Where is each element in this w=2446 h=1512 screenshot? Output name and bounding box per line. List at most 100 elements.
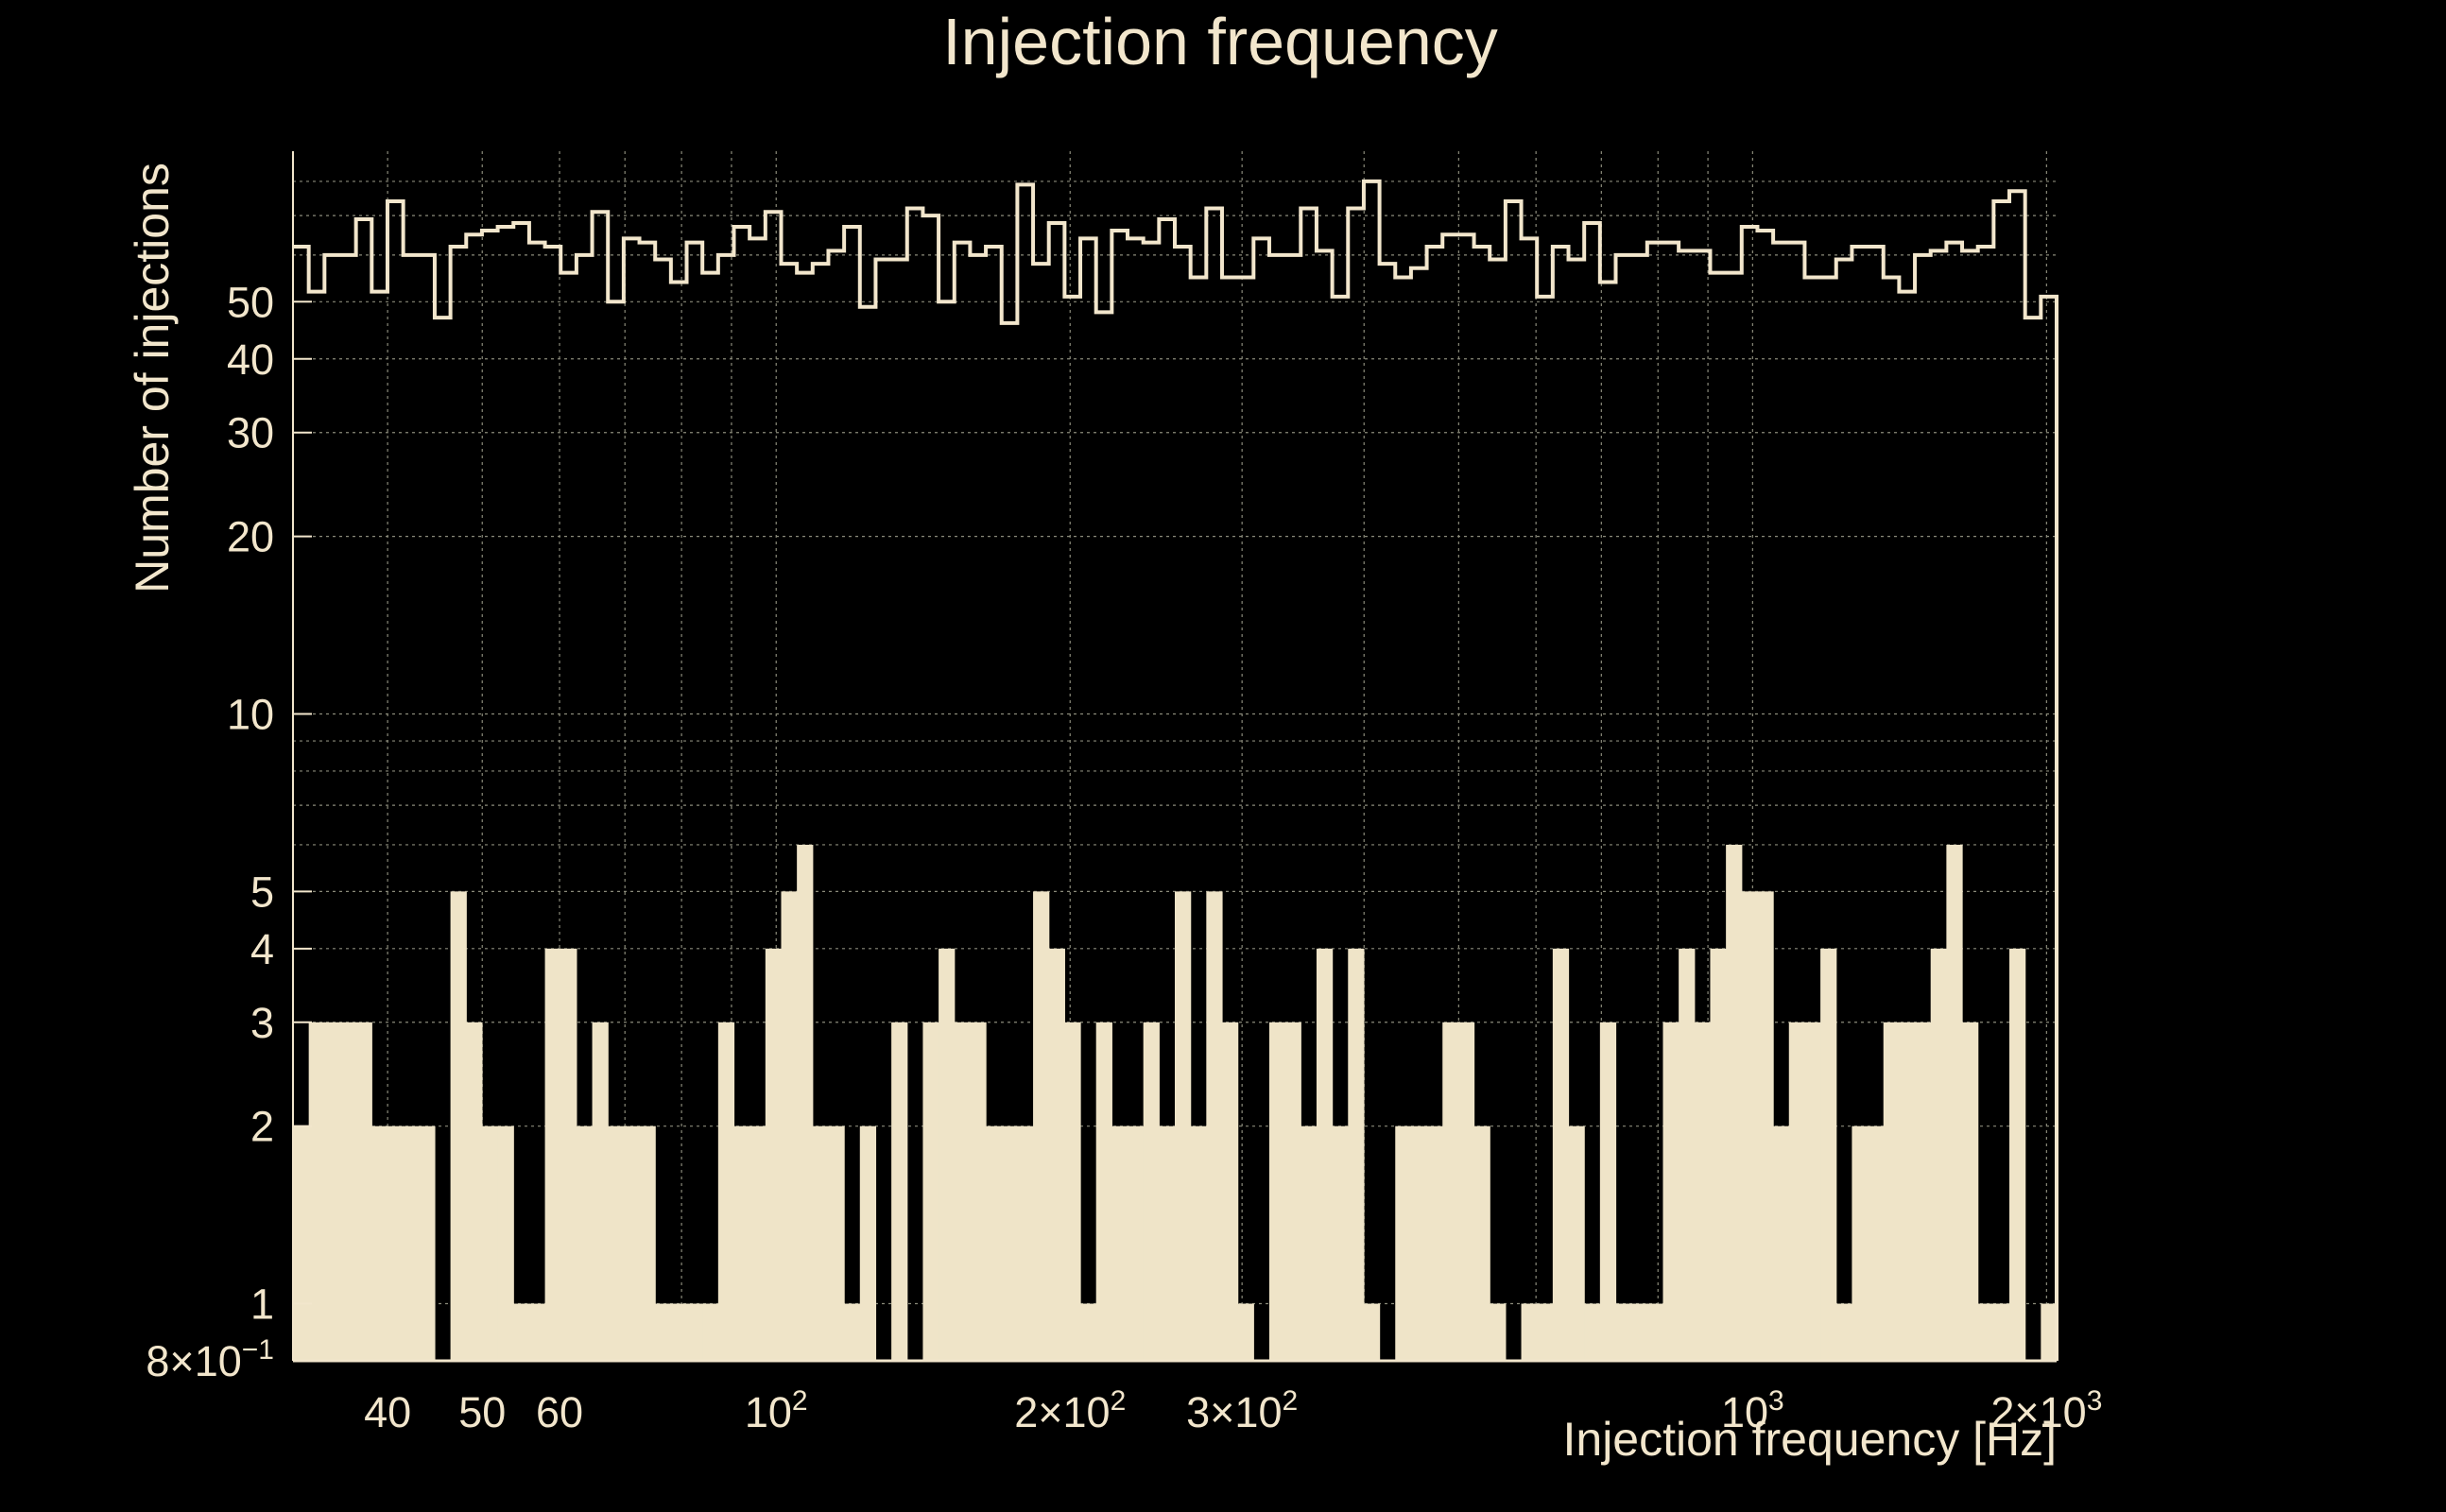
found-bar xyxy=(1473,1125,1490,1361)
y-tick-label: 8×10−1 xyxy=(146,1334,274,1385)
found-bar xyxy=(1442,1022,1459,1361)
found-bar xyxy=(1301,1125,1318,1361)
found-bar xyxy=(1490,1303,1507,1361)
found-bar xyxy=(608,1125,625,1361)
y-tick-label: 1 xyxy=(250,1280,274,1329)
found-bar xyxy=(403,1125,420,1361)
found-bar xyxy=(387,1125,405,1361)
found-bar xyxy=(592,1022,609,1361)
found-bar xyxy=(1268,1022,1286,1361)
found-bar xyxy=(1599,1022,1617,1361)
found-bar xyxy=(2009,948,2026,1361)
found-bar xyxy=(1946,844,1963,1361)
found-bar xyxy=(1128,1125,1145,1361)
found-bar xyxy=(497,1125,514,1361)
found-bar xyxy=(1584,1303,1601,1361)
found-bar xyxy=(544,948,561,1361)
found-bar xyxy=(1788,1022,1806,1361)
found-bar xyxy=(891,1022,908,1361)
found-bar xyxy=(1363,1303,1381,1361)
found-bar xyxy=(970,1022,987,1361)
found-bar xyxy=(308,1022,325,1361)
found-bar xyxy=(528,1303,546,1361)
x-tick-label: 2×102 xyxy=(1014,1385,1126,1436)
x-tick-label: 102 xyxy=(745,1385,808,1436)
x-tick-label: 50 xyxy=(458,1388,506,1436)
found-bar xyxy=(1080,1303,1097,1361)
found-bar xyxy=(371,1125,388,1361)
found-bar xyxy=(1206,891,1223,1361)
found-bar xyxy=(1694,1022,1712,1361)
found-bar xyxy=(781,891,798,1361)
x-tick-label: 103 xyxy=(1721,1385,1784,1436)
found-bar xyxy=(1410,1125,1428,1361)
found-bar xyxy=(1615,1303,1632,1361)
found-bar xyxy=(702,1303,719,1361)
found-bar xyxy=(466,1022,483,1361)
x-tick-label: 40 xyxy=(364,1388,411,1436)
found-bar xyxy=(1568,1125,1585,1361)
found-bar xyxy=(450,891,467,1361)
x-tick-labels: 40 50 60 102 2×102 3×102 103 2×103 xyxy=(364,1385,2102,1436)
y-tick-label: 10 xyxy=(227,690,274,738)
found-bar xyxy=(1852,1125,1869,1361)
found-bar xyxy=(1190,1125,1207,1361)
found-bar xyxy=(1159,1125,1176,1361)
found-bar xyxy=(1820,948,1837,1361)
found-bar xyxy=(1868,1125,1885,1361)
found-bar xyxy=(1033,891,1050,1361)
found-bar xyxy=(1332,1125,1349,1361)
found-bar xyxy=(1631,1303,1648,1361)
found-bar xyxy=(1064,1022,1081,1361)
found-bar xyxy=(1662,1022,1679,1361)
found-bar xyxy=(1048,948,1065,1361)
found-bar xyxy=(954,1022,972,1361)
found-bar xyxy=(1284,1022,1301,1361)
found-bar xyxy=(639,1125,656,1361)
found-bar xyxy=(2041,1303,2058,1361)
found-bar xyxy=(844,1303,861,1361)
found-bar xyxy=(1143,1022,1160,1361)
found-bar xyxy=(812,1125,830,1361)
found-bar xyxy=(513,1303,530,1361)
x-tick-label: 60 xyxy=(536,1388,583,1436)
axis-frame xyxy=(292,151,2057,1363)
found-bar xyxy=(670,1303,688,1361)
found-bar xyxy=(1095,1022,1112,1361)
found-injections-bars xyxy=(293,844,2058,1361)
found-bar xyxy=(1804,1022,1821,1361)
found-bar xyxy=(481,1125,499,1361)
found-bar xyxy=(655,1303,672,1361)
found-bar xyxy=(1962,1022,1979,1361)
found-bar xyxy=(1521,1303,1538,1361)
y-tick-label: 2 xyxy=(250,1103,274,1151)
found-bar xyxy=(1017,1125,1034,1361)
found-bar xyxy=(1316,948,1334,1361)
x-tick-label: 2×103 xyxy=(1990,1385,2102,1436)
chart-title: Injection frequency xyxy=(942,5,1498,78)
found-bar xyxy=(1993,1303,2010,1361)
found-bar xyxy=(1646,1303,1664,1361)
found-bar xyxy=(749,1125,767,1361)
found-bar xyxy=(1679,948,1696,1361)
y-tick-label: 4 xyxy=(250,925,274,973)
found-bar xyxy=(1915,1022,1932,1361)
found-bar xyxy=(939,948,956,1361)
found-bar xyxy=(419,1125,436,1361)
found-bar xyxy=(1237,1303,1254,1361)
x-axis-label: Injection frequency [Hz] xyxy=(1563,1413,2058,1466)
found-bar xyxy=(560,948,577,1361)
y-tick-labels: 8×10−1 1 2 3 4 5 10 20 30 40 50 xyxy=(146,278,312,1385)
found-bar xyxy=(576,1125,594,1361)
found-bar xyxy=(1111,1125,1128,1361)
found-bar xyxy=(1348,948,1365,1361)
y-tick-label: 30 xyxy=(227,409,274,457)
y-tick-label: 3 xyxy=(250,999,274,1047)
found-bar xyxy=(1757,891,1774,1361)
found-bar xyxy=(765,948,783,1361)
found-bar xyxy=(733,1125,750,1361)
found-bar xyxy=(324,1022,341,1361)
found-bar xyxy=(1395,1125,1412,1361)
total-injections-step-line xyxy=(293,179,2058,1361)
found-bar xyxy=(686,1303,703,1361)
